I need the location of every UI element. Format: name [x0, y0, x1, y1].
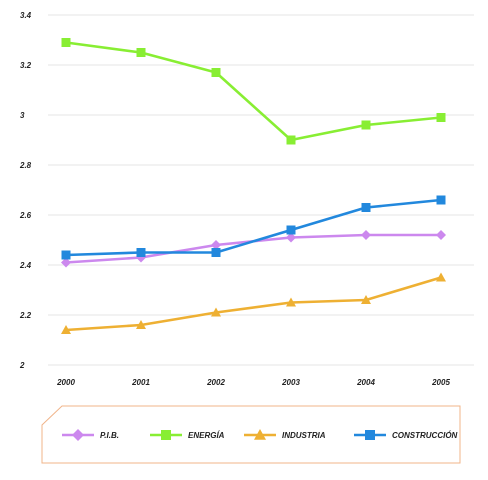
data-point — [61, 38, 71, 47]
data-point — [211, 68, 221, 77]
data-point — [136, 248, 146, 257]
y-tick-label: 3 — [20, 111, 25, 120]
legend-label: P.I.B. — [100, 431, 119, 440]
data-point — [136, 320, 146, 329]
legend-label: CONSTRUCCIÓN — [392, 431, 458, 440]
legend: P.I.B. ENERGÍA INDUSTRIA CONSTRUCCIÓN — [41, 405, 461, 464]
y-tick-label: 2.2 — [19, 311, 32, 320]
series-line — [65, 276, 442, 332]
data-point — [361, 120, 371, 130]
y-tick-label: 2.4 — [19, 261, 32, 270]
legend-item: P.I.B. — [62, 429, 119, 441]
y-tick-label: 3.4 — [20, 11, 32, 20]
legend-marker — [72, 429, 84, 441]
x-tick-label: 2005 — [431, 378, 450, 387]
data-point — [286, 225, 296, 235]
y-tick-label: 2.8 — [19, 161, 32, 170]
data-point — [361, 295, 371, 304]
data-point — [286, 297, 296, 307]
data-point — [211, 248, 221, 257]
legend-item: INDUSTRIA — [244, 429, 326, 440]
series-0 — [61, 230, 446, 268]
y-tick-label: 3.2 — [20, 61, 32, 70]
series-3 — [61, 195, 446, 260]
legend-frame — [41, 405, 461, 464]
series-2 — [61, 272, 446, 334]
data-point — [61, 325, 71, 334]
data-point — [136, 48, 146, 57]
series-line — [65, 41, 442, 142]
legend-marker — [254, 429, 266, 440]
legend-label: INDUSTRIA — [282, 431, 326, 440]
data-point — [211, 307, 221, 317]
y-axis-ticks: 2 2.2 2.4 2.6 2.8 3 3.2 3.4 — [19, 11, 32, 370]
legend-item: CONSTRUCCIÓN — [354, 430, 458, 440]
series-line — [65, 233, 441, 264]
data-point — [61, 257, 71, 268]
legend-marker — [365, 430, 375, 440]
data-point — [436, 230, 446, 240]
x-tick-label: 2003 — [281, 378, 300, 387]
x-tick-label: 2004 — [356, 378, 375, 387]
series-line — [65, 198, 442, 257]
data-point — [61, 250, 71, 260]
x-axis-ticks: 2000 2001 2002 2003 2004 2005 — [56, 378, 450, 387]
data-point — [361, 230, 371, 240]
legend-items: P.I.B. ENERGÍA INDUSTRIA CONSTRUCCIÓN — [62, 429, 458, 441]
x-tick-label: 2001 — [131, 378, 150, 387]
data-point — [436, 113, 446, 122]
series-1 — [61, 38, 446, 145]
x-tick-label: 2000 — [56, 378, 75, 387]
data-point — [286, 232, 296, 243]
y-tick-label: 2.6 — [19, 211, 32, 220]
x-tick-label: 2002 — [206, 378, 225, 387]
y-tick-label: 2 — [19, 361, 25, 370]
data-point — [211, 240, 221, 250]
data-point — [436, 195, 446, 205]
data-point — [436, 272, 446, 282]
data-point — [361, 203, 371, 212]
legend-item: ENERGÍA — [150, 430, 225, 440]
legend-marker — [161, 430, 171, 440]
series-lines — [61, 38, 446, 334]
data-point — [286, 135, 296, 145]
gridlines — [48, 14, 474, 366]
legend-label: ENERGÍA — [188, 431, 225, 440]
